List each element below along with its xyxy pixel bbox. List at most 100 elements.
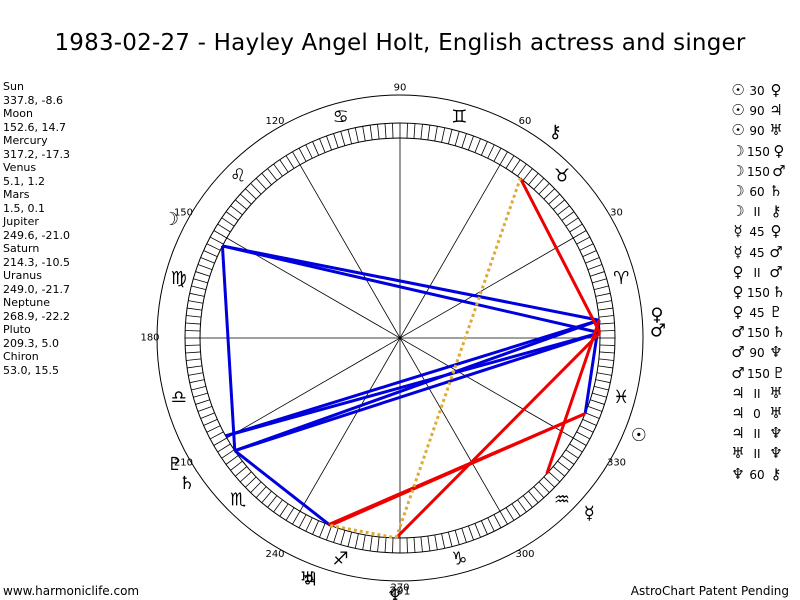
- degree-tick: [312, 141, 320, 156]
- degree-tick: [213, 437, 227, 446]
- aspect-row: ☽ II ⚷: [729, 201, 788, 221]
- degree-tick: [565, 217, 579, 227]
- planet-mars-icon: ♂: [650, 321, 666, 342]
- zodiac-sign-cancer-icon: ♋: [333, 106, 349, 127]
- degree-tick: [595, 379, 611, 384]
- aspect-line-mercury-venus: [545, 319, 601, 475]
- degree-tick: [576, 431, 591, 440]
- mars-icon: ♂: [731, 363, 745, 382]
- degree-tick: [461, 133, 467, 148]
- degree-tick: [579, 425, 594, 433]
- degree-tick: [454, 530, 460, 545]
- degree-tick: [587, 406, 603, 412]
- degree-label-300: 300: [515, 549, 534, 560]
- degree-tick: [230, 205, 243, 216]
- degree-tick: [377, 536, 380, 552]
- degree-tick: [597, 307, 613, 311]
- aspect-row: ♃ 0 ♅: [729, 403, 788, 423]
- degree-tick: [480, 141, 488, 156]
- degree-tick: [582, 418, 597, 426]
- degree-tick: [250, 481, 262, 493]
- position-name: Jupiter: [3, 215, 39, 228]
- venus-icon: ♀: [732, 262, 744, 281]
- neptune-icon: ♆: [769, 444, 783, 463]
- degree-tick: [189, 379, 205, 384]
- aspect-row: ♃ II ♅: [729, 383, 788, 403]
- degree-label-30: 30: [610, 208, 623, 219]
- venus-icon: ♀: [732, 303, 744, 322]
- aspect-row: ♀ II ♂: [729, 262, 788, 282]
- position-name: Mercury: [3, 134, 48, 147]
- aspect-row: ♀ 150 ♄: [729, 282, 788, 302]
- degree-tick: [406, 123, 408, 139]
- degree-tick: [185, 351, 201, 354]
- aspect-angle: 90: [749, 346, 765, 361]
- position-name: Mars: [3, 188, 30, 201]
- degree-tick: [188, 372, 204, 376]
- degree-tick: [561, 455, 575, 465]
- degree-tick: [273, 499, 283, 513]
- neptune-icon: ♆: [769, 343, 783, 362]
- degree-tick: [528, 490, 539, 503]
- degree-tick: [505, 507, 515, 521]
- aspect-angle: 150: [747, 326, 770, 341]
- position-value: 5.1, 1.2: [3, 174, 45, 188]
- degree-label-270: 270: [390, 583, 409, 594]
- degree-tick: [511, 159, 521, 173]
- degree-tick: [200, 412, 215, 419]
- degree-tick: [493, 514, 502, 529]
- degree-tick: [185, 330, 201, 332]
- jupiter-icon: ♃: [731, 404, 745, 422]
- saturn-icon: ♄: [769, 181, 783, 200]
- aspect-angle: 150: [747, 285, 770, 300]
- uranus-icon: ♅: [769, 383, 783, 402]
- aspect-angle: 45: [749, 245, 765, 260]
- aspect-line-saturn-jupiter: [233, 449, 332, 527]
- pluto-icon: ♇: [772, 363, 786, 382]
- position-name: Moon: [3, 107, 33, 120]
- chiron-icon: ⚷: [770, 464, 782, 483]
- position-value: 214.3, -10.5: [3, 255, 70, 269]
- degree-tick: [590, 271, 605, 277]
- degree-tick: [480, 520, 488, 535]
- degree-tick: [593, 285, 609, 291]
- planet-uranus-icon: ♅: [299, 568, 315, 589]
- pluto-icon: ♇: [769, 303, 783, 322]
- degree-tick: [533, 177, 545, 190]
- neptune-degree-label: 291: [390, 585, 411, 598]
- degree-tick: [557, 460, 570, 471]
- degree-tick: [326, 135, 332, 151]
- degree-tick: [569, 443, 583, 453]
- aspect-line-moon-saturn: [220, 245, 237, 451]
- zodiac-sign-taurus-icon: ♉: [554, 166, 570, 187]
- degree-tick: [599, 322, 615, 325]
- degree-tick: [347, 531, 353, 547]
- sun-icon: ☉: [731, 101, 745, 120]
- aspect-row: ☉ 30 ♀: [729, 80, 788, 100]
- degree-tick: [511, 503, 521, 517]
- moon-icon: ☽: [731, 141, 745, 160]
- degree-tick: [197, 406, 213, 412]
- mars-icon: ♂: [769, 242, 783, 261]
- degree-tick: [347, 129, 353, 145]
- degree-tick: [312, 520, 320, 535]
- degree-tick: [434, 126, 438, 142]
- planet-neptune-icon: ♆: [387, 585, 403, 600]
- degree-tick: [499, 151, 508, 165]
- position-value: 317.2, -17.3: [3, 147, 70, 161]
- jupiter-icon: ♃: [731, 383, 745, 402]
- degree-tick: [267, 168, 278, 181]
- degree-tick: [434, 534, 438, 550]
- zodiac-sign-aries-icon: ♈: [613, 268, 629, 289]
- aspect-angle: 60: [749, 184, 765, 199]
- aspect-row: ☽ 150 ♀: [729, 141, 788, 161]
- degree-tick: [213, 230, 227, 239]
- degree-tick: [579, 243, 594, 251]
- degree-tick: [384, 537, 387, 553]
- degree-tick: [354, 127, 359, 143]
- aspect-line-chiron-mars: [519, 177, 602, 334]
- degree-tick: [319, 138, 326, 153]
- degree-tick: [189, 292, 205, 297]
- degree-tick: [538, 481, 550, 493]
- aspect-angle: 60: [749, 467, 765, 482]
